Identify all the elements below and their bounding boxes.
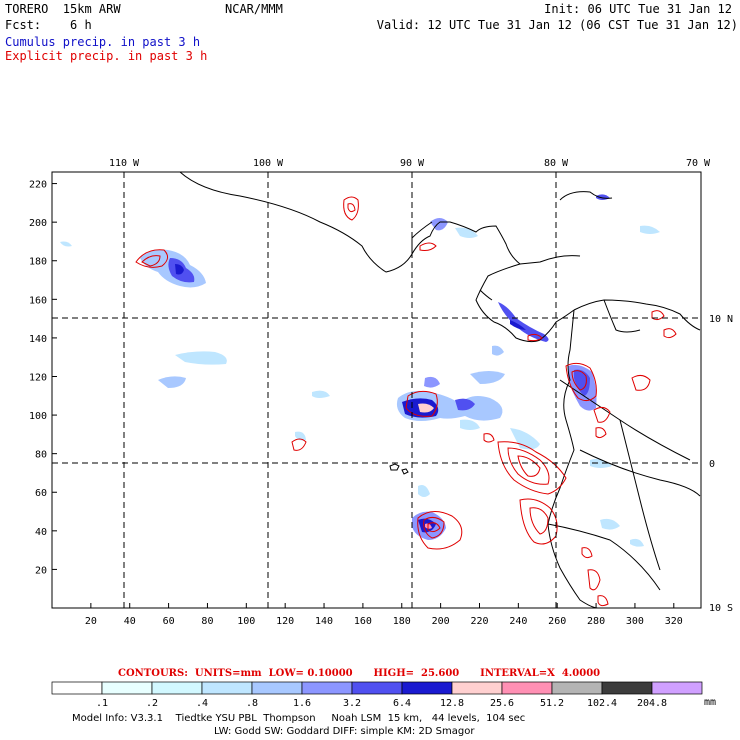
lat-label-0: 0 <box>709 459 715 470</box>
contours-info: CONTOURS: UNITS=mm LOW= 0.10000 HIGH= 25… <box>118 668 601 679</box>
colorbar-swatch <box>301 681 353 695</box>
colorbar-swatch <box>601 681 653 695</box>
x-tick-label: 60 <box>163 616 175 627</box>
y-axis: 20 40 60 80 100 120 140 160 180 200 220 <box>29 180 57 576</box>
colorbar-label: 204.8 <box>637 698 667 709</box>
y-tick-label: 200 <box>29 218 47 229</box>
x-tick-label: 280 <box>587 616 605 627</box>
coastlines <box>179 172 701 608</box>
colorbar-label: 102.4 <box>587 698 617 709</box>
precip-colorbar: .1 .2 .4 .8 1.6 3.2 6.4 12.8 25.6 51.2 102.4 204.8 <box>51 681 703 709</box>
colorbar-label: 3.2 <box>343 698 361 709</box>
colorbar-swatch <box>651 681 703 695</box>
lon-label-100w: 100 W <box>253 158 284 169</box>
colorbar-label: 6.4 <box>393 698 411 709</box>
y-tick-label: 20 <box>35 565 47 576</box>
y-tick-label: 100 <box>29 411 47 422</box>
lat-labels: 10 N 0 10 S <box>709 314 733 614</box>
model-title: TORERO 15km ARW <box>5 2 121 16</box>
x-tick-label: 20 <box>85 616 97 627</box>
lat-lon-grid <box>52 172 701 608</box>
x-tick-label: 80 <box>201 616 213 627</box>
lon-label-80w: 80 W <box>544 158 569 169</box>
x-tick-label: 140 <box>315 616 333 627</box>
colorbar-swatch <box>101 681 153 695</box>
forecast-hour: Fcst: 6 h <box>5 18 92 32</box>
legend-cumulus: Cumulus precip. in past 3 h <box>5 35 201 49</box>
y-tick-label: 120 <box>29 372 47 383</box>
y-tick-label: 60 <box>35 488 47 499</box>
y-tick-label: 140 <box>29 334 47 345</box>
x-tick-label: 260 <box>548 616 566 627</box>
colorbar-label: .2 <box>146 698 158 709</box>
init-time: Init: 06 UTC Tue 31 Jan 12 <box>544 2 732 16</box>
legend-explicit: Explicit precip. in past 3 h <box>5 49 208 63</box>
colorbar-swatch <box>201 681 253 695</box>
x-tick-label: 200 <box>432 616 450 627</box>
colorbar-swatch <box>251 681 303 695</box>
lon-label-70w: 70 W <box>686 158 711 169</box>
colorbar-swatch <box>401 681 453 695</box>
lon-label-90w: 90 W <box>400 158 425 169</box>
colorbar-label: 1.6 <box>293 698 311 709</box>
x-tick-label: 300 <box>626 616 644 627</box>
lon-labels: 110 W 100 W 90 W 80 W 70 W <box>109 158 711 169</box>
colorbar-swatch <box>501 681 553 695</box>
colorbar-swatch <box>51 681 103 695</box>
model-info-line2: LW: Godd SW: Goddard DIFF: simple KM: 2D… <box>214 726 475 737</box>
lat-label-10n: 10 N <box>709 314 733 325</box>
x-tick-label: 40 <box>124 616 136 627</box>
x-axis: 20 40 60 80 100 120 140 160 180 200 220 240 260 280 30… <box>85 603 683 627</box>
x-tick-label: 120 <box>276 616 294 627</box>
y-tick-label: 80 <box>35 450 47 461</box>
colorbar-swatch <box>551 681 603 695</box>
colorbar-label: .8 <box>246 698 258 709</box>
explicit-precip-contours <box>135 196 677 607</box>
center-label: NCAR/MMM <box>225 2 283 16</box>
colorbar-label: .1 <box>96 698 108 709</box>
lon-label-110w: 110 W <box>109 158 140 169</box>
x-tick-label: 180 <box>393 616 411 627</box>
x-tick-label: 320 <box>665 616 683 627</box>
colorbar-swatch <box>151 681 203 695</box>
y-tick-label: 40 <box>35 527 47 538</box>
y-tick-label: 220 <box>29 180 47 191</box>
x-tick-label: 160 <box>354 616 372 627</box>
x-tick-label: 220 <box>470 616 488 627</box>
x-tick-label: 240 <box>509 616 527 627</box>
colorbar-swatch <box>451 681 503 695</box>
plot-frame <box>51 171 702 609</box>
lat-label-10s: 10 S <box>709 603 733 614</box>
colorbar-label: 12.8 <box>440 698 464 709</box>
colorbar-label: 51.2 <box>540 698 564 709</box>
cumulus-precip-shading <box>60 194 660 547</box>
valid-time: Valid: 12 UTC Tue 31 Jan 12 (06 CST Tue … <box>376 18 738 32</box>
colorbar-unit: mm <box>704 697 716 708</box>
colorbar-label: .4 <box>196 698 208 709</box>
model-info-line1: Model Info: V3.3.1 Tiedtke YSU PBL Thomp… <box>72 713 526 724</box>
y-tick-label: 160 <box>29 295 47 306</box>
colorbar-label: 25.6 <box>490 698 514 709</box>
x-tick-label: 100 <box>237 616 255 627</box>
y-tick-label: 180 <box>29 257 47 268</box>
colorbar-swatch <box>351 681 403 695</box>
